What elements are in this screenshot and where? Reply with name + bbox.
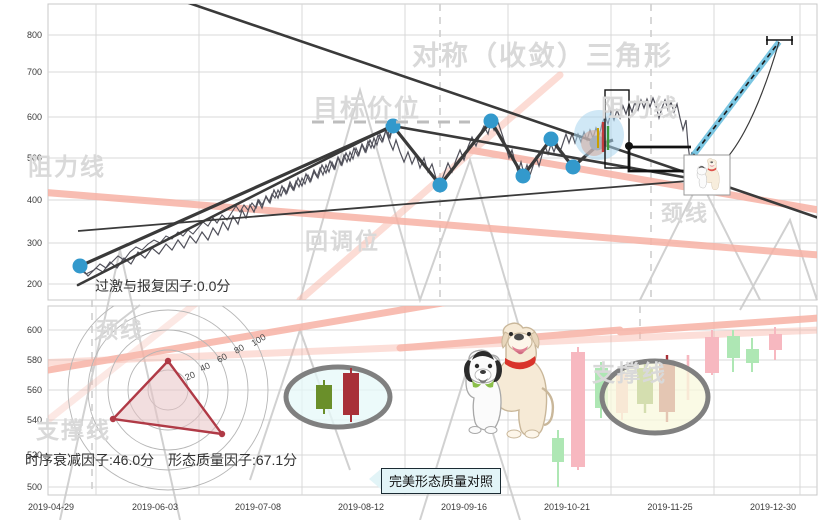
ytick-upper-2: 600 — [26, 112, 42, 122]
pivot-marker — [543, 131, 559, 147]
radar-vertices — [109, 357, 226, 438]
ytick-upper-6: 200 — [26, 279, 42, 289]
watermark-pullback: 回调位 — [305, 228, 380, 254]
ytick-lower-1: 580 — [26, 355, 42, 365]
ytick-lower-2: 560 — [26, 385, 42, 395]
ellipse-highlight-left — [283, 364, 393, 430]
annotation-time-decay-factor: 时序衰减因子:46.0分 — [25, 452, 155, 468]
neckline-anchor — [625, 142, 633, 150]
candle — [705, 330, 719, 375]
triangle-support-line — [77, 179, 701, 232]
candle — [571, 347, 585, 470]
price-line — [77, 119, 395, 275]
watermark-resistance-left: 阻力线 — [28, 154, 106, 181]
ytick-upper-1: 700 — [26, 67, 42, 77]
xtick-7: 2019-12-30 — [749, 502, 797, 512]
radar-polygon — [110, 359, 225, 436]
xtick-5: 2019-10-21 — [543, 502, 591, 512]
background-ghost-dashed — [91, 4, 652, 495]
ellipse-highlight-right — [599, 358, 711, 436]
xtick-3: 2019-08-12 — [337, 502, 385, 512]
xtick-2: 2019-07-08 — [234, 502, 282, 512]
watermark-resistance-right: 阻力线 — [601, 95, 679, 122]
callout-perfect-pattern: 完美形态质量对照 — [381, 468, 502, 494]
candle — [727, 330, 740, 372]
neckline-bracket — [627, 145, 691, 173]
mini-candle-marker — [597, 122, 610, 152]
dog-large-icon — [492, 322, 555, 439]
dog-large-thumb-icon — [704, 158, 720, 190]
ytick-upper-3: 500 — [26, 153, 42, 163]
candle — [552, 430, 564, 487]
pivot-marker — [483, 113, 499, 129]
callout-arrow-icon — [369, 468, 382, 490]
salmon-trend-bands — [48, 71, 817, 424]
measure-box — [604, 89, 630, 169]
annotation-pattern-quality-factor: 形态质量因子:67.1分 — [168, 452, 298, 468]
ytick-upper-5: 300 — [26, 238, 42, 248]
radar-chart — [67, 306, 269, 491]
dog-small-thumb-icon — [696, 165, 707, 189]
watermark-neckline-lower: 颈线 — [96, 318, 145, 343]
ytick-lower-3: 540 — [26, 415, 42, 425]
pivot-marker — [565, 159, 581, 175]
xtick-0: 2019-04-29 — [27, 502, 75, 512]
candle — [769, 327, 782, 360]
ytick-upper-4: 400 — [26, 195, 42, 205]
ytick-lower-0: 600 — [26, 325, 42, 335]
annotation-impulse-factor: 过激与报复因子:0.0分 — [95, 278, 231, 294]
ytick-lower-4: 520 — [26, 450, 42, 460]
watermark-target-price: 目标价位 — [313, 95, 422, 123]
xtick-4: 2019-09-16 — [440, 502, 488, 512]
watermark-neckline-upper: 颈线 — [661, 201, 710, 226]
watermark-triangle-pattern: 对称（收敛）三角形 — [412, 41, 673, 71]
pivot-marker — [515, 168, 531, 184]
watermark-support-lower-right: 支撑线 — [592, 360, 667, 386]
price-series-group — [79, 96, 699, 277]
pivot-marker — [72, 258, 88, 274]
candle — [746, 338, 759, 372]
xtick-1: 2019-06-03 — [131, 502, 179, 512]
reference-candles — [316, 368, 359, 422]
ytick-lower-5: 500 — [26, 482, 42, 492]
xtick-6: 2019-11-25 — [647, 502, 693, 512]
dog-small-icon — [464, 349, 502, 434]
watermark-support-lower-left: 支撑线 — [36, 417, 111, 443]
current-zone-inner-highlight — [581, 130, 607, 156]
dogs-thumbnail-illustration — [686, 157, 728, 193]
dogs-illustration — [448, 318, 556, 448]
pivot-marker — [432, 177, 448, 193]
ytick-upper-0: 800 — [26, 30, 42, 40]
